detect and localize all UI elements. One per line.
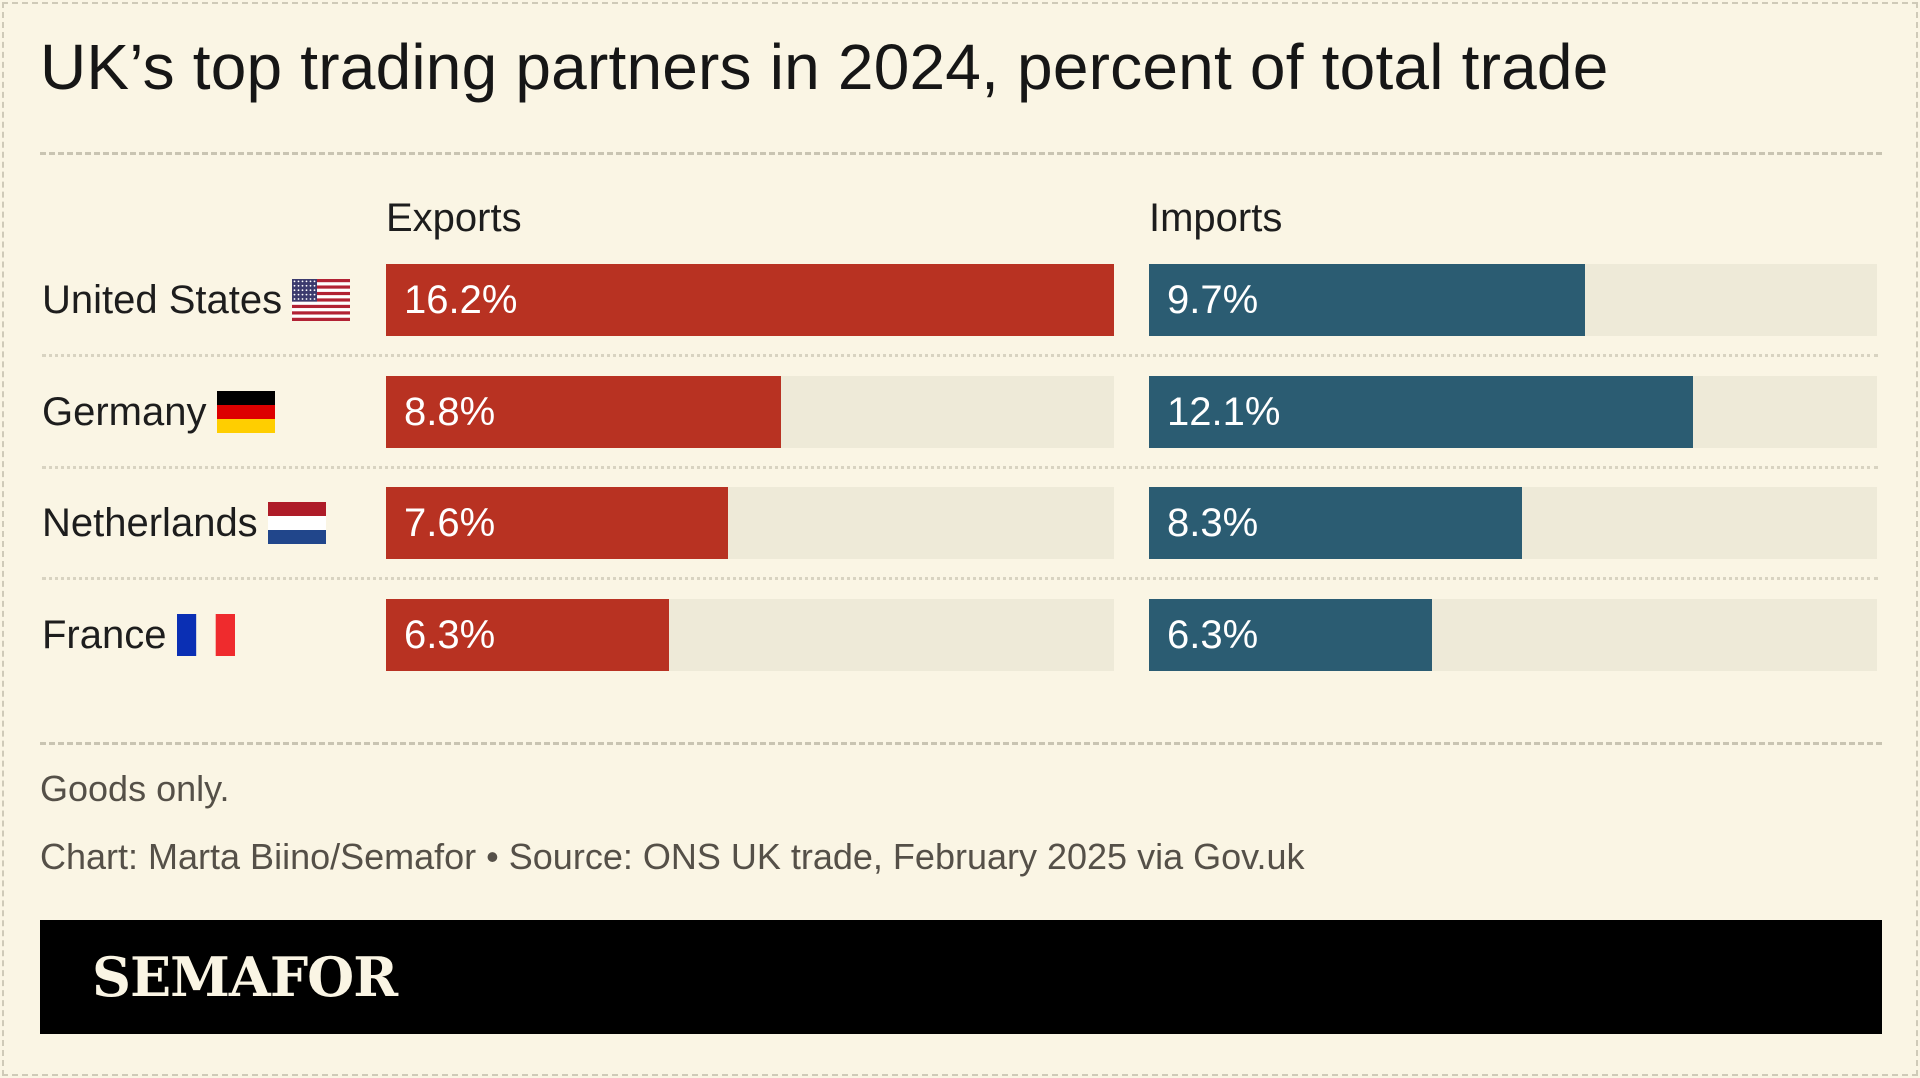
chart-credit: Chart: Marta Biino/Semafor • Source: ONS…	[40, 836, 1305, 877]
exports-bar: 7.6%	[386, 487, 728, 559]
exports-bar-track: 16.2%	[386, 264, 1114, 336]
footer-divider	[40, 742, 1882, 745]
imports-value-label: 8.3%	[1167, 501, 1259, 545]
brand-footer: SEMAFOR	[40, 920, 1882, 1034]
category-label-text: France	[42, 612, 167, 657]
exports-bar: 8.8%	[386, 376, 782, 448]
imports-value-label: 6.3%	[1167, 613, 1259, 657]
chart-note: Goods only.	[40, 768, 230, 809]
imports-bar: 8.3%	[1149, 487, 1522, 559]
imports-column-header: Imports	[1149, 196, 1283, 240]
title-divider	[40, 152, 1882, 155]
exports-bar: 16.2%	[386, 264, 1114, 336]
semafor-logo: SEMAFOR	[92, 945, 398, 1009]
exports-value-label: 16.2%	[404, 278, 518, 322]
exports-bar-track: 7.6%	[386, 487, 1114, 559]
germany-flag-icon	[216, 391, 275, 433]
chart-row: France 6.3% 6.3%	[0, 599, 1920, 671]
imports-bar-track: 9.7%	[1149, 264, 1877, 336]
category-label: France	[42, 599, 235, 671]
imports-bar: 12.1%	[1149, 376, 1693, 448]
imports-bar-track: 8.3%	[1149, 487, 1877, 559]
france-flag-icon	[176, 614, 235, 656]
us-flag-icon	[292, 279, 351, 322]
exports-value-label: 6.3%	[404, 613, 496, 657]
exports-bar-track: 6.3%	[386, 599, 1114, 671]
imports-bar: 9.7%	[1149, 264, 1585, 336]
chart-row: United States 16.2% 9.7%	[0, 264, 1920, 336]
exports-bar-track: 8.8%	[386, 376, 1114, 448]
exports-column-header: Exports	[386, 196, 522, 240]
category-label-text: United States	[42, 277, 283, 322]
row-separator	[42, 577, 1878, 580]
category-label: Germany	[42, 376, 275, 448]
category-label: United States	[42, 264, 351, 336]
chart-row: Netherlands 7.6% 8.3%	[0, 487, 1920, 559]
imports-value-label: 9.7%	[1167, 278, 1259, 322]
chart-row: Germany 8.8% 12.1%	[0, 376, 1920, 448]
imports-value-label: 12.1%	[1167, 390, 1281, 434]
category-label: Netherlands	[42, 487, 326, 559]
imports-bar-track: 12.1%	[1149, 376, 1877, 448]
chart-title: UK’s top trading partners in 2024, perce…	[40, 31, 1609, 103]
imports-bar: 6.3%	[1149, 599, 1433, 671]
exports-bar: 6.3%	[386, 599, 670, 671]
row-separator	[42, 354, 1878, 357]
row-separator	[42, 466, 1878, 469]
category-label-text: Germany	[42, 389, 207, 434]
netherlands-flag-icon	[267, 502, 326, 544]
category-label-text: Netherlands	[42, 500, 258, 545]
imports-bar-track: 6.3%	[1149, 599, 1877, 671]
exports-value-label: 8.8%	[404, 390, 496, 434]
exports-value-label: 7.6%	[404, 501, 496, 545]
